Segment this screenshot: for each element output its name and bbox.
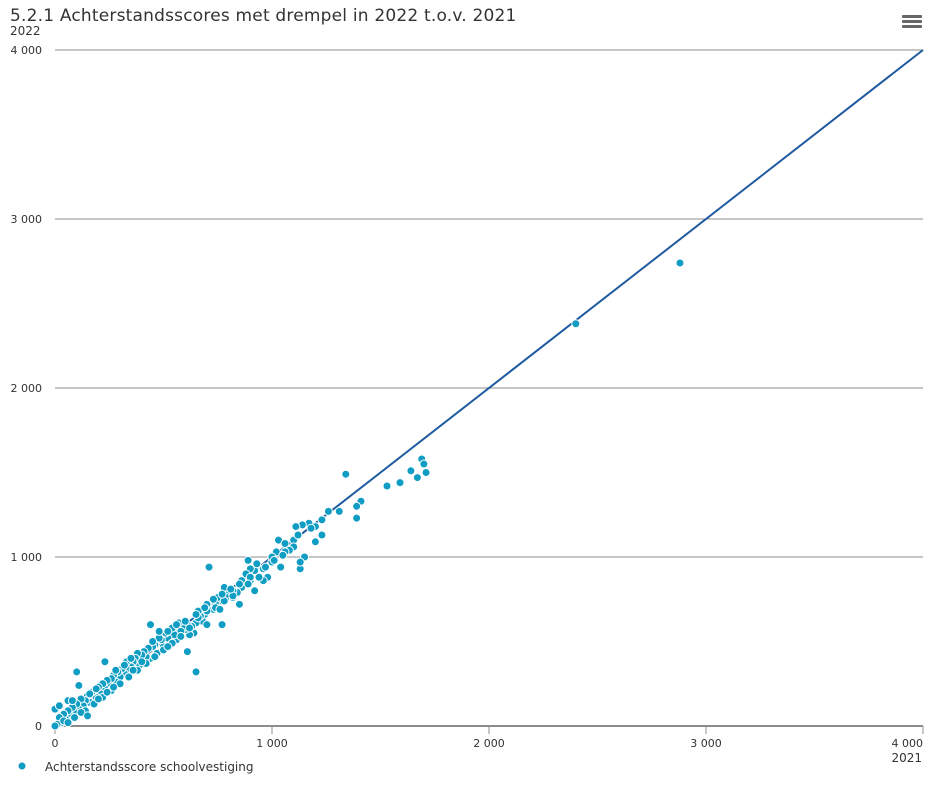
scatter-point[interactable] <box>119 660 129 670</box>
scatter-point[interactable] <box>83 711 93 721</box>
scatter-point[interactable] <box>102 687 112 697</box>
legend-label[interactable]: Achterstandsscore schoolvestiging <box>45 760 254 774</box>
scatter-point[interactable] <box>124 672 134 682</box>
x-tick-label: 0 <box>52 737 59 750</box>
scatter-point[interactable] <box>234 599 244 609</box>
scatter-point[interactable] <box>111 665 121 675</box>
scatter-point[interactable] <box>191 667 201 677</box>
scatter-point[interactable] <box>352 513 362 523</box>
y-tick-label: 1 000 <box>11 551 43 564</box>
scatter-point[interactable] <box>109 682 119 692</box>
scatter-point[interactable] <box>200 603 210 613</box>
y-tick-label: 3 000 <box>11 213 43 226</box>
scatter-point[interactable] <box>395 478 405 488</box>
y-tick-label: 2 000 <box>11 382 43 395</box>
scatter-point[interactable] <box>226 584 236 594</box>
scatter-point[interactable] <box>72 667 82 677</box>
scatter-point[interactable] <box>269 555 279 565</box>
scatter-point[interactable] <box>293 530 303 540</box>
scatter-point[interactable] <box>571 319 581 329</box>
scatter-point[interactable] <box>180 616 190 626</box>
scatter-point[interactable] <box>204 562 214 572</box>
scatter-point[interactable] <box>421 468 431 477</box>
scatter-point[interactable] <box>280 538 290 548</box>
scatter-point[interactable] <box>254 572 264 582</box>
scatter-point[interactable] <box>191 609 201 619</box>
scatter-point[interactable] <box>70 713 80 723</box>
scatter-point[interactable] <box>148 637 158 646</box>
scatter-point[interactable] <box>250 586 260 596</box>
scatter-point[interactable] <box>234 579 244 589</box>
scatter-point[interactable] <box>93 694 103 704</box>
scatter-point[interactable] <box>145 620 155 630</box>
y-axis-title: 2022 <box>10 24 41 38</box>
scatter-point[interactable] <box>306 523 316 533</box>
scatter-point[interactable] <box>150 652 160 662</box>
chart-title: 5.2.1 Achterstandsscores met drempel in … <box>10 6 517 26</box>
scatter-point[interactable] <box>185 623 195 633</box>
scatter-point[interactable] <box>295 557 305 567</box>
scatter-point[interactable] <box>252 559 262 569</box>
scatter-point[interactable] <box>217 620 227 630</box>
scatter-point[interactable] <box>202 620 212 630</box>
scatter-point[interactable] <box>317 515 327 525</box>
scatter-point[interactable] <box>91 684 101 694</box>
scatter-point[interactable] <box>54 701 64 711</box>
scatter-point[interactable] <box>382 481 392 491</box>
legend-marker <box>18 762 26 770</box>
scatter-point[interactable] <box>176 631 186 641</box>
y-tick-label: 0 <box>35 720 42 733</box>
scatter-point[interactable] <box>85 689 95 699</box>
scatter-point[interactable] <box>163 642 173 652</box>
scatter-point[interactable] <box>276 562 286 572</box>
scatter-point[interactable] <box>243 579 253 589</box>
x-axis-title: 2021 <box>891 751 922 765</box>
scatter-point[interactable] <box>215 604 225 614</box>
scatter-point[interactable] <box>67 696 77 706</box>
scatter-point[interactable] <box>310 537 320 547</box>
x-tick-label: 3 000 <box>690 737 722 750</box>
scatter-point[interactable] <box>406 466 416 476</box>
scatter-point[interactable] <box>128 665 138 675</box>
legend[interactable]: Achterstandsscore schoolvestiging <box>18 760 254 774</box>
scatter-point[interactable] <box>50 721 60 731</box>
scatter-point[interactable] <box>291 522 301 532</box>
scatter-point[interactable] <box>412 473 422 483</box>
scatter-point[interactable] <box>352 501 362 511</box>
scatter-point[interactable] <box>154 626 164 636</box>
scatter-point[interactable] <box>243 555 253 565</box>
scatter-point[interactable] <box>341 469 351 479</box>
scatter-point[interactable] <box>334 506 344 516</box>
scatter-point[interactable] <box>163 626 173 636</box>
x-tick-label: 1 000 <box>256 737 288 750</box>
plot-area <box>50 49 924 731</box>
x-tick-label: 4 000 <box>892 737 924 750</box>
x-tick-label: 2 000 <box>473 737 505 750</box>
scatter-point[interactable] <box>182 647 192 657</box>
scatter-point[interactable] <box>137 657 147 667</box>
scatter-point[interactable] <box>278 550 288 560</box>
scatter-point[interactable] <box>260 562 270 572</box>
scatter-point[interactable] <box>100 657 110 667</box>
scatter-point[interactable] <box>675 258 685 268</box>
scatter-point[interactable] <box>172 620 182 630</box>
scatter-point[interactable] <box>323 506 333 516</box>
scatter-point[interactable] <box>317 530 327 540</box>
scatter-point[interactable] <box>126 653 136 663</box>
scatter-point[interactable] <box>419 459 429 469</box>
scatter-point[interactable] <box>63 718 73 728</box>
chart-menu-icon[interactable] <box>902 15 922 31</box>
y-tick-label: 4 000 <box>11 44 43 57</box>
tick-labels: 0 1 000 2 000 3 000 4 000 0 1 000 2 000 3 000 4 0… <box>11 44 924 750</box>
scatter-point[interactable] <box>217 589 227 599</box>
scatter-point[interactable] <box>208 594 218 604</box>
scatter-point[interactable] <box>74 680 84 690</box>
